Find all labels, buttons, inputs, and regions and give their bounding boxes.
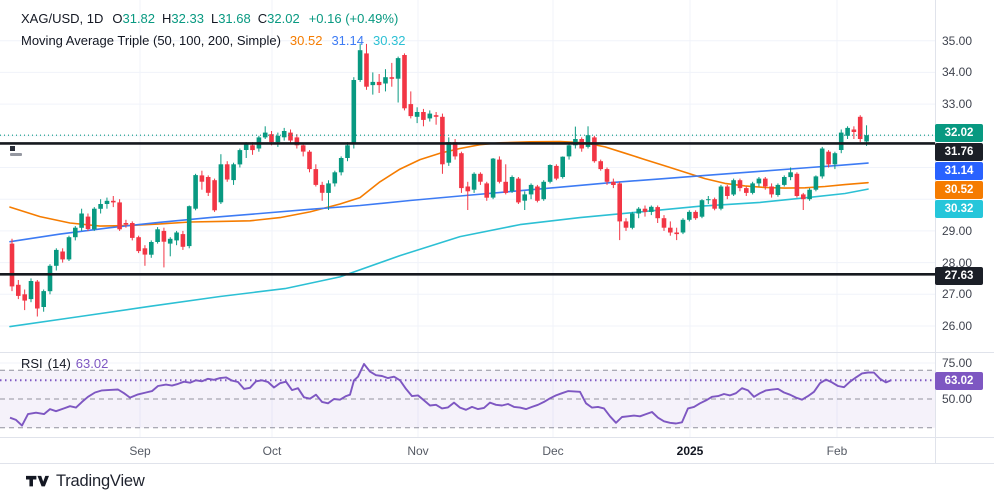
ohlc-item: H32.33 — [162, 11, 204, 26]
rsi-pane-bottom-border — [0, 437, 994, 438]
legend-ma-row[interactable]: Moving Average Triple (50, 100, 200, Sim… — [21, 33, 406, 55]
price-axis-border — [935, 0, 936, 464]
price-tick-label: 27.00 — [942, 287, 973, 302]
time-axis-label: Dec — [542, 444, 564, 458]
price-tick-label: 29.00 — [942, 223, 973, 238]
legend-symbol-row[interactable]: XAG/USD, 1D O31.82 H32.33 L31.68 C32.02 +0.… — [21, 11, 406, 33]
brand-text: TradingView — [56, 472, 145, 490]
drawing-handle-dash[interactable] — [10, 153, 22, 156]
price-badge: 30.52 — [935, 181, 983, 199]
chart-canvas[interactable] — [0, 0, 935, 464]
price-tick-label: 28.00 — [942, 255, 973, 270]
time-axis-label: Sep — [129, 444, 151, 458]
price-tick-label: 34.00 — [942, 65, 973, 80]
chart-legend: XAG/USD, 1D O31.82 H32.33 L31.68 C32.02 +0.… — [21, 11, 406, 55]
ma-indicator-title: Moving Average Triple (50, 100, 200, Sim… — [21, 33, 281, 48]
rsi-tick-label: 50.00 — [942, 392, 973, 406]
rsi-legend-row[interactable]: RSI (14) 63.02 — [21, 356, 108, 371]
ohlc-values: O31.82 H32.33 L31.68 C32.02 — [112, 11, 299, 26]
symbol-title: XAG/USD, 1D — [21, 11, 104, 26]
price-badge: 27.63 — [935, 267, 983, 285]
rsi-title: RSI — [21, 356, 43, 371]
time-axis-label: Oct — [262, 444, 282, 458]
ohlc-item: O31.82 — [112, 11, 156, 26]
time-axis-bottom-border — [0, 463, 994, 464]
ma-values: 30.52 31.14 30.32 — [290, 33, 406, 48]
ohlc-item: C32.02 — [257, 11, 300, 26]
price-badge: 30.32 — [935, 200, 983, 218]
tv-logo-icon — [26, 475, 49, 487]
ma-value: 30.52 — [289, 33, 323, 48]
price-badge: 32.02 — [935, 124, 983, 142]
price-tick-label: 33.00 — [942, 97, 973, 112]
pane-divider[interactable] — [0, 352, 994, 353]
rsi-value: 63.02 — [75, 356, 109, 371]
price-badge: 63.02 — [935, 371, 983, 390]
time-axis-label: 2025 — [676, 444, 704, 458]
rsi-params: (14) — [47, 356, 71, 371]
ma-value: 31.14 — [331, 33, 364, 48]
ohlc-item: L31.68 — [210, 11, 251, 26]
ma-value: 30.32 — [373, 33, 406, 48]
price-badge: 31.76 — [935, 143, 983, 161]
rsi-tick-label: 75.00 — [942, 356, 973, 370]
price-badge: 31.14 — [935, 162, 983, 180]
change-value: +0.16 (+0.49%) — [308, 11, 399, 26]
price-tick-label: 26.00 — [942, 319, 973, 333]
time-axis-label: Feb — [826, 444, 848, 458]
tradingview-logo[interactable]: TradingView — [26, 472, 145, 491]
price-tick-label: 35.00 — [942, 33, 973, 48]
drawing-anchor[interactable] — [10, 146, 15, 151]
time-axis-label: Nov — [407, 444, 429, 458]
